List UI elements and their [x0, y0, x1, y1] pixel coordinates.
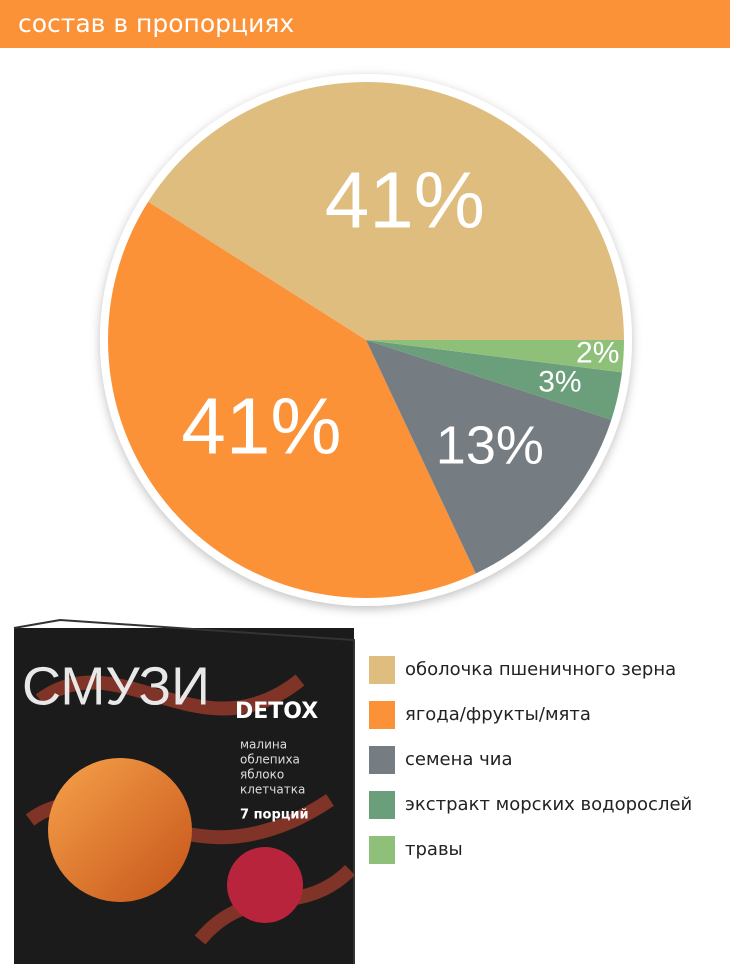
legend-label: ягода/фрукты/мята [405, 704, 591, 725]
raspberry [227, 847, 303, 923]
legend-swatch [369, 656, 395, 684]
line: DETOX [235, 699, 318, 724]
ingredient: яблоко [240, 768, 284, 782]
slice-label: 41% [325, 155, 485, 244]
legend-swatch [369, 746, 395, 774]
product-box: СМУЗИ DETOX малинаоблепихаяблококлетчатк… [13, 618, 355, 964]
pie-slice [366, 340, 612, 574]
legend-label: травы [405, 839, 463, 860]
slice-label: 41% [181, 381, 341, 470]
slice-label: 13% [436, 415, 544, 475]
legend-swatch [369, 701, 395, 729]
legend-swatch [369, 791, 395, 819]
legend-label: оболочка пшеничного зерна [405, 659, 676, 680]
legend-label: семена чиа [405, 749, 513, 770]
ingredient: клетчатка [240, 783, 305, 797]
pie-slice [366, 340, 624, 373]
header-bar [0, 0, 730, 48]
slice-label: 3% [538, 365, 581, 398]
pie-slice [108, 201, 476, 598]
chart-title: состав в пропорциях [18, 9, 294, 38]
legend-label: экстракт морских водорослей [405, 794, 692, 815]
brand: СМУЗИ [22, 656, 210, 716]
fruit-glass [48, 758, 192, 902]
pie-slice [148, 82, 624, 340]
portions: 7 порций [240, 808, 309, 823]
legend-swatch [369, 836, 395, 864]
ingredient: облепиха [240, 753, 300, 767]
ingredient: малина [240, 738, 287, 752]
box-edge [13, 618, 355, 964]
pie-slice [366, 340, 622, 420]
slice-label: 2% [576, 337, 619, 370]
